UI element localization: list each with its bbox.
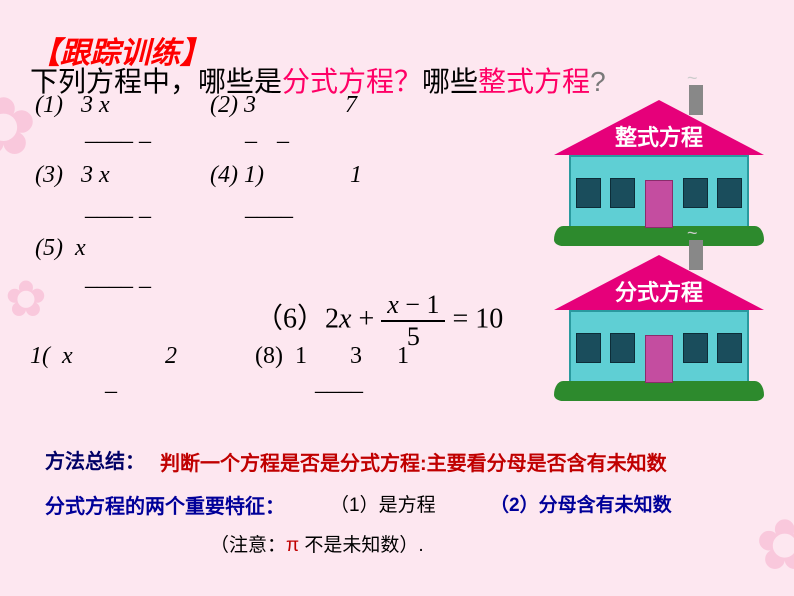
feature-1: （1）是方程: [330, 490, 436, 517]
equation-1: (1) 3 x: [35, 92, 110, 119]
door-icon: [645, 180, 673, 228]
note-pi: π: [286, 535, 299, 556]
chimney: [689, 240, 703, 270]
eq6-num-x: x: [387, 290, 399, 319]
equation-4: (4) 1): [210, 162, 264, 189]
equation-2: (2) 3: [210, 92, 256, 119]
eq-expr: 3 x: [81, 92, 110, 118]
feature-label: 分式方程的两个重要特征：: [45, 490, 285, 519]
equation-8-underline: ____: [315, 370, 363, 397]
bush: [554, 226, 764, 246]
equation-5: (5) x: [35, 235, 86, 262]
note-text: （注意：π 不是未知数）.: [210, 530, 424, 557]
door-icon: [645, 335, 673, 383]
equation-2-underline: __: [245, 120, 309, 147]
eq6-num-rest: − 1: [399, 290, 440, 319]
equation-4-underline: ____: [245, 195, 293, 222]
eq-expr: 3 x: [81, 162, 110, 188]
eq6-x: x: [339, 303, 351, 334]
window-icon: [717, 178, 742, 208]
eq-expr: x: [75, 235, 86, 261]
question-part: 哪些: [422, 66, 478, 97]
window-icon: [576, 333, 601, 363]
eq-label: (2): [210, 92, 238, 118]
equation-8b: 31: [350, 343, 444, 370]
window-icon: [683, 178, 708, 208]
equation-3-underline: ____ _: [85, 195, 151, 222]
eq-expr: 1: [295, 343, 307, 369]
window-icon: [610, 333, 635, 363]
eq-expr: 1): [244, 162, 264, 188]
note-part: 不是未知数）.: [299, 535, 424, 556]
eq-label: (1): [35, 92, 63, 118]
eq6-prefix: （6）2: [255, 303, 339, 334]
equation-2b: 7: [345, 92, 357, 119]
chimney: [689, 85, 703, 115]
equation-1-underline: ____ _: [85, 120, 151, 147]
decoration-flower: ✿: [755, 504, 794, 586]
equation-5-underline: ____ _: [85, 265, 151, 292]
equation-7b: 2: [165, 343, 177, 370]
window-icon: [576, 178, 601, 208]
window-icon: [717, 333, 742, 363]
eq-expr: 3: [244, 92, 256, 118]
eq-label: 1(: [30, 343, 50, 369]
decoration-flower: ✿: [5, 270, 47, 328]
method-summary-label: 方法总结：: [45, 445, 145, 474]
house-label: 分式方程: [549, 275, 769, 307]
feature-2: （2）分母含有未知数: [490, 490, 672, 517]
eq6-plus: +: [351, 303, 381, 334]
house-fraction-equation[interactable]: ~ 分式方程: [549, 255, 769, 401]
equation-8: (8) 1: [255, 343, 307, 370]
equation-7: 1( x: [30, 343, 73, 370]
equation-4b: 1: [350, 162, 362, 189]
eq-label: (3): [35, 162, 63, 188]
note-part: （注意：: [210, 535, 286, 556]
eq6-equals: = 10: [445, 303, 503, 334]
eq-label: (8): [255, 343, 283, 369]
question-part-highlight: 整式方程: [478, 66, 590, 97]
window-icon: [683, 333, 708, 363]
bush: [554, 381, 764, 401]
equation-3: (3) 3 x: [35, 162, 110, 189]
question-text: 下列方程中，哪些是分式方程？哪些整式方程?: [30, 60, 606, 100]
window-icon: [610, 178, 635, 208]
eq-label: (4): [210, 162, 238, 188]
eq-expr: x: [62, 343, 73, 369]
equation-7-underline: _: [105, 370, 117, 397]
house-label: 整式方程: [549, 120, 769, 152]
house-integer-equation[interactable]: ~ 整式方程: [549, 100, 769, 246]
method-summary-text: 判断一个方程是否是分式方程:主要看分母是否含有未知数: [160, 447, 667, 476]
house-body: [569, 310, 749, 385]
house-body: [569, 155, 749, 230]
eq-label: (5): [35, 235, 63, 261]
question-part: ?: [590, 66, 606, 97]
